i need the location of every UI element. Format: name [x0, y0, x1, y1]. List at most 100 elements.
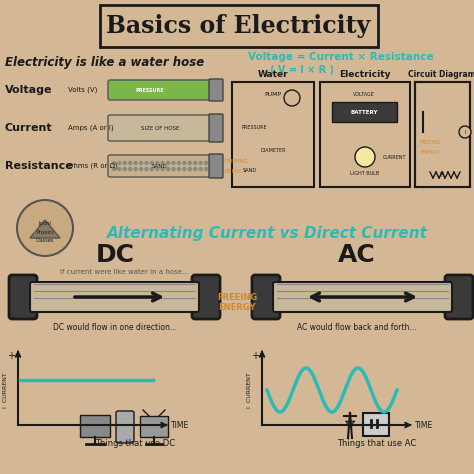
Text: TIME: TIME	[171, 420, 189, 429]
FancyBboxPatch shape	[9, 275, 37, 319]
Text: DC: DC	[95, 243, 135, 267]
Bar	[100, 5, 378, 47]
Text: PRESSURE: PRESSURE	[136, 88, 164, 92]
Bar	[80, 415, 110, 437]
Text: SAND: SAND	[152, 164, 168, 168]
Circle shape	[177, 167, 181, 171]
Circle shape	[183, 167, 186, 171]
Bar	[232, 82, 314, 187]
FancyBboxPatch shape	[30, 282, 199, 312]
Text: Things that use AC: Things that use AC	[337, 439, 417, 448]
Circle shape	[118, 162, 121, 164]
Circle shape	[355, 147, 375, 167]
Text: Physics: Physics	[36, 229, 54, 235]
Circle shape	[145, 167, 148, 171]
Circle shape	[150, 162, 154, 164]
Text: Volts (V): Volts (V)	[68, 87, 97, 93]
Text: Current: Current	[5, 123, 53, 133]
Circle shape	[129, 167, 132, 171]
Circle shape	[161, 167, 164, 171]
Circle shape	[112, 167, 116, 171]
Circle shape	[459, 126, 471, 138]
Text: Voltage = Current × Resistance: Voltage = Current × Resistance	[248, 52, 434, 62]
Circle shape	[123, 167, 127, 171]
Text: +: +	[7, 351, 15, 361]
Text: If current were like water in a hose...: If current were like water in a hose...	[60, 269, 189, 275]
Circle shape	[129, 162, 132, 164]
Bar	[332, 102, 397, 122]
Circle shape	[145, 162, 148, 164]
Text: Electricity: Electricity	[339, 70, 391, 79]
FancyBboxPatch shape	[116, 411, 134, 443]
FancyBboxPatch shape	[445, 275, 473, 319]
Text: +: +	[251, 351, 259, 361]
Text: SAND: SAND	[243, 167, 257, 173]
Circle shape	[183, 162, 186, 164]
Text: PRESSURE: PRESSURE	[241, 125, 267, 129]
Text: Basics of Electricity: Basics of Electricity	[106, 14, 370, 38]
Circle shape	[188, 162, 191, 164]
Circle shape	[199, 167, 202, 171]
Circle shape	[188, 167, 191, 171]
Text: Ohms (R or Ω): Ohms (R or Ω)	[68, 163, 118, 169]
FancyBboxPatch shape	[209, 154, 223, 178]
Circle shape	[139, 167, 143, 171]
FancyBboxPatch shape	[108, 115, 212, 141]
Text: AC: AC	[338, 243, 376, 267]
Bar	[415, 82, 470, 187]
Bar	[363, 413, 389, 436]
Circle shape	[118, 167, 121, 171]
Bar	[320, 82, 410, 187]
Circle shape	[112, 162, 116, 164]
Text: Classes: Classes	[36, 237, 54, 243]
Circle shape	[204, 162, 208, 164]
Circle shape	[139, 162, 143, 164]
Text: Resistance: Resistance	[5, 161, 73, 171]
Circle shape	[284, 90, 300, 106]
Circle shape	[156, 167, 159, 171]
Text: DIAMETER: DIAMETER	[260, 147, 286, 153]
Circle shape	[177, 162, 181, 164]
FancyBboxPatch shape	[252, 275, 280, 319]
Text: ENERGY: ENERGY	[420, 149, 440, 155]
Text: I  CURRENT: I CURRENT	[3, 372, 9, 408]
Circle shape	[167, 162, 170, 164]
Circle shape	[17, 200, 73, 256]
Polygon shape	[30, 220, 60, 238]
Bar	[140, 416, 168, 437]
Circle shape	[156, 162, 159, 164]
Text: ENERGY: ENERGY	[218, 302, 256, 311]
Circle shape	[194, 167, 197, 171]
Circle shape	[134, 162, 137, 164]
Text: VOLTAGE: VOLTAGE	[353, 91, 375, 97]
Text: SIZE OF HOSE: SIZE OF HOSE	[141, 126, 179, 130]
Text: FREEING: FREEING	[225, 158, 249, 164]
Text: I: I	[464, 129, 466, 135]
Text: FREEING: FREEING	[217, 292, 257, 301]
Circle shape	[172, 167, 175, 171]
Text: Things that use DC: Things that use DC	[95, 439, 175, 448]
Text: AC would flow back and forth...: AC would flow back and forth...	[297, 323, 417, 332]
Text: Electricity is like a water hose: Electricity is like a water hose	[5, 55, 204, 69]
Circle shape	[161, 162, 164, 164]
Text: CURRENT: CURRENT	[383, 155, 407, 159]
Circle shape	[150, 167, 154, 171]
Text: TIME: TIME	[415, 420, 433, 429]
Circle shape	[172, 162, 175, 164]
FancyBboxPatch shape	[209, 114, 223, 142]
Circle shape	[194, 162, 197, 164]
Text: DC would flow in one direction...: DC would flow in one direction...	[53, 323, 177, 332]
Text: Joshi: Joshi	[38, 220, 52, 226]
Text: Voltage: Voltage	[5, 85, 53, 95]
Text: I  CURRENT: I CURRENT	[247, 372, 253, 408]
FancyBboxPatch shape	[108, 80, 212, 100]
FancyBboxPatch shape	[108, 155, 212, 177]
Text: ( V = I × R ): ( V = I × R )	[270, 65, 334, 75]
Circle shape	[167, 167, 170, 171]
Text: PUMP: PUMP	[264, 91, 282, 97]
Text: Amps (A or I): Amps (A or I)	[68, 125, 114, 131]
Text: Alternating Current vs Direct Current: Alternating Current vs Direct Current	[107, 226, 428, 240]
Circle shape	[199, 162, 202, 164]
Text: FREEING: FREEING	[419, 139, 441, 145]
FancyBboxPatch shape	[273, 282, 452, 312]
